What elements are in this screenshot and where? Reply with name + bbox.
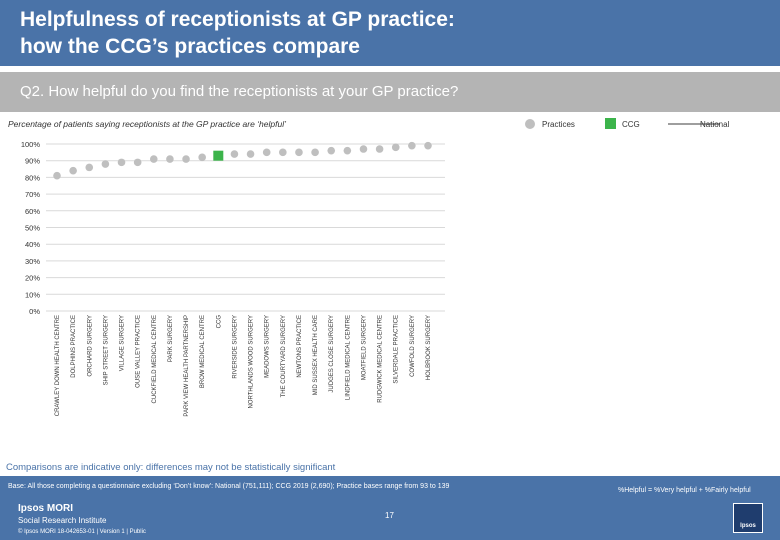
helpful-definition: %Helpful = %Very helpful + %Fairly helpf… — [618, 487, 751, 494]
x-tick-label: THE COURTYARD SURGERY — [281, 315, 287, 397]
x-tick-label: LINDFIELD MEDICAL CENTRE — [345, 315, 351, 400]
footer-bar — [0, 476, 780, 540]
x-tick-label: CCG — [216, 315, 222, 329]
y-tick-label: 70% — [25, 190, 40, 199]
x-tick-label: HOLBROOK SURGERY — [426, 315, 432, 380]
y-tick-label: 20% — [25, 274, 40, 283]
x-tick-label: CUCKFIELD MEDICAL CENTRE — [152, 315, 158, 403]
practice-marker — [53, 171, 61, 180]
ipsos-brand-logo: Ipsos — [733, 503, 763, 533]
legend-national-line — [668, 123, 720, 125]
title-line-2: how the CCG’s practices compare — [20, 35, 360, 58]
x-tick-label: MEADOWS SURGERY — [265, 315, 271, 378]
institute-name: Social Research Institute — [18, 516, 107, 525]
chart-legend: Practices CCG National — [525, 117, 775, 131]
legend-national-label: National — [700, 120, 730, 129]
practice-marker — [279, 148, 287, 157]
y-tick-label: 50% — [25, 224, 40, 233]
ccg-marker — [213, 150, 224, 161]
x-tick-label: RIVERSIDE SURGERY — [232, 315, 238, 379]
x-tick-label: PARK SURGERY — [168, 315, 174, 362]
practices-chart: 0% 10% 20% 30% 40% 50% 60% 70% 80% 90% 100% CRAWLEY… — [21, 140, 445, 417]
practice-marker — [85, 163, 94, 172]
x-tick-label: MOATFIELD SURGERY — [361, 315, 367, 380]
page-title: Helpfulness of receptionists at GP pract… — [20, 6, 455, 60]
legend-practices-marker — [525, 119, 535, 129]
x-tick-label: BROW MEDICAL CENTRE — [200, 315, 206, 388]
chart-subtitle: Percentage of patients saying receptioni… — [8, 119, 286, 129]
y-tick-label: 100% — [21, 140, 41, 149]
x-tick-label: RUDGWICK MEDICAL CENTRE — [378, 315, 384, 403]
header-bar: Helpfulness of receptionists at GP pract… — [0, 0, 780, 66]
practice-marker — [149, 155, 158, 163]
y-tick-label: 40% — [25, 240, 40, 249]
practice-marker — [375, 145, 384, 153]
question-text: Q2. How helpful do you find the receptio… — [20, 83, 459, 100]
y-tick-label: 30% — [25, 257, 40, 266]
legend-practices-label: Practices — [542, 120, 575, 129]
title-line-1: Helpfulness of receptionists at GP pract… — [20, 8, 455, 31]
practice-marker — [359, 145, 368, 153]
x-tick-label: NORTHLANDS WOOD SURGERY — [249, 315, 255, 408]
base-text: Base: All those completing a questionnai… — [8, 483, 450, 490]
practice-marker — [262, 148, 271, 157]
practice-marker — [101, 160, 110, 168]
practice-marker — [166, 155, 174, 163]
practice-marker — [133, 158, 142, 167]
copyright-text: © Ipsos MORI 18-042653-01 | Version 1 | … — [18, 529, 146, 535]
x-tick-label: SILVERDALE PRACTICE — [394, 315, 400, 384]
practice-marker — [327, 146, 336, 155]
x-tick-label: SHIP STREET SURGERY — [103, 315, 109, 385]
comparison-note: Comparisons are indicative only: differe… — [6, 462, 336, 473]
x-tick-label: ORCHARD SURGERY — [87, 315, 93, 377]
y-tick-label: 60% — [25, 207, 40, 216]
y-tick-label: 90% — [25, 157, 40, 166]
x-tick-label: MID SUSSEX HEALTH CARE — [313, 315, 319, 395]
x-tick-label: COWFOLD SURGERY — [410, 315, 416, 377]
practice-marker — [391, 143, 400, 152]
y-tick-label: 0% — [29, 307, 40, 316]
legend-ccg-marker — [605, 118, 616, 129]
practice-marker — [230, 150, 239, 158]
x-tick-label: JUDGES CLOSE SURGERY — [329, 315, 335, 393]
practice-marker — [424, 141, 432, 150]
practice-marker — [117, 158, 126, 167]
practice-marker — [343, 146, 352, 155]
practice-marker — [198, 153, 206, 162]
ipsos-mori-logo: Ipsos MORI — [18, 503, 74, 514]
practice-marker — [295, 148, 303, 157]
x-tick-label: CRAWLEY DOWN HEALTH CENTRE — [55, 315, 61, 416]
legend-ccg-label: CCG — [622, 120, 640, 129]
practice-marker — [246, 150, 255, 158]
practice-marker — [69, 166, 77, 175]
y-tick-label: 80% — [25, 173, 40, 182]
y-tick-label: 10% — [25, 290, 40, 299]
page-number: 17 — [385, 511, 394, 520]
question-bar: Q2. How helpful do you find the receptio… — [0, 72, 780, 112]
x-tick-label: NEWTONS PRACTICE — [297, 315, 303, 378]
practice-marker — [182, 155, 190, 163]
x-tick-label: VILLAGE SURGERY — [120, 315, 126, 371]
x-tick-label: OUSE VALLEY PRACTICE — [136, 315, 142, 388]
x-tick-label: DOLPHINS PRACTICE — [71, 315, 77, 378]
practice-marker — [408, 141, 416, 150]
practice-marker — [311, 148, 319, 157]
x-tick-label: PARK VIEW HEALTH PARTNERSHIP — [184, 315, 190, 417]
